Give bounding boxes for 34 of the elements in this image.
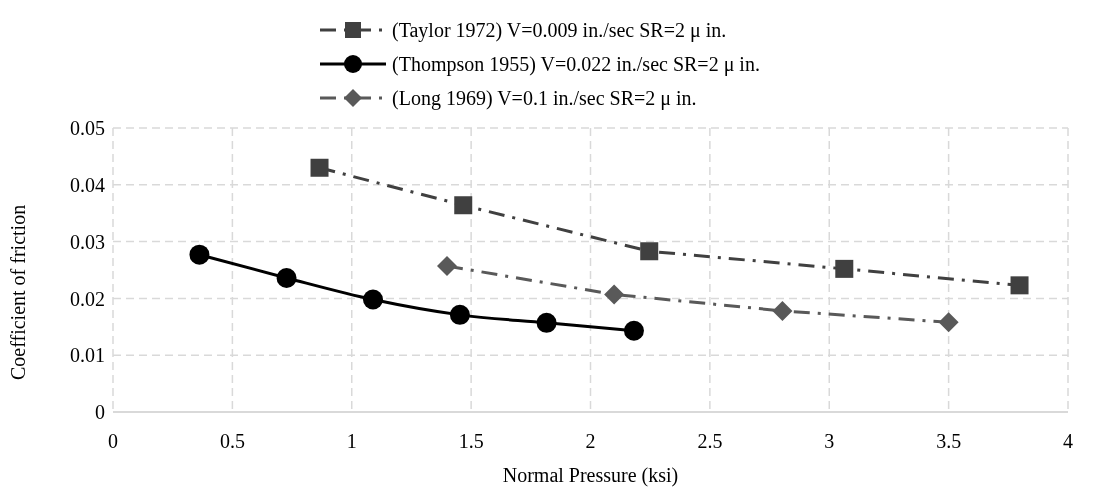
legend-label: (Thompson 1955) V=0.022 in./sec SR=2 μ in. (392, 52, 760, 76)
point (938, 312, 959, 333)
y-axis-title: Coefficient of friction (7, 204, 30, 380)
x-tick-label: 1.5 (458, 430, 484, 453)
x-tick-label: 4 (1063, 430, 1073, 453)
legend-label: (Taylor 1972) V=0.009 in./sec SR=2 μ in. (392, 18, 727, 42)
x-tick-label: 1 (346, 430, 357, 453)
y-tick-label: 0.02 (70, 287, 105, 310)
point (437, 256, 458, 277)
y-tick-label: 0.03 (70, 230, 105, 253)
y-tick-label: 0.01 (70, 344, 105, 367)
y-tick-label: 0.04 (70, 173, 105, 196)
x-axis-title: Normal Pressure (ksi) (502, 464, 679, 487)
point (454, 196, 473, 215)
point (1010, 276, 1029, 295)
point (623, 320, 644, 341)
point (604, 284, 625, 305)
point (189, 244, 210, 265)
x-tick-label: 3.5 (936, 430, 962, 453)
point (363, 289, 383, 310)
y-tick-label: 0.05 (70, 117, 105, 140)
point (310, 158, 329, 177)
point (772, 300, 793, 321)
point (835, 259, 854, 278)
point (449, 304, 470, 325)
x-tick-label: 2 (585, 430, 596, 453)
x-tick-label: 3 (824, 430, 835, 453)
x-tick-label: 2.5 (697, 430, 723, 453)
x-tick-label: 0.5 (219, 430, 245, 453)
point (640, 242, 659, 261)
point (536, 312, 557, 333)
legend-label: (Long 1969) V=0.1 in./sec SR=2 μ in. (392, 86, 697, 110)
point (276, 267, 297, 288)
y-tick-label: 0 (95, 401, 105, 424)
